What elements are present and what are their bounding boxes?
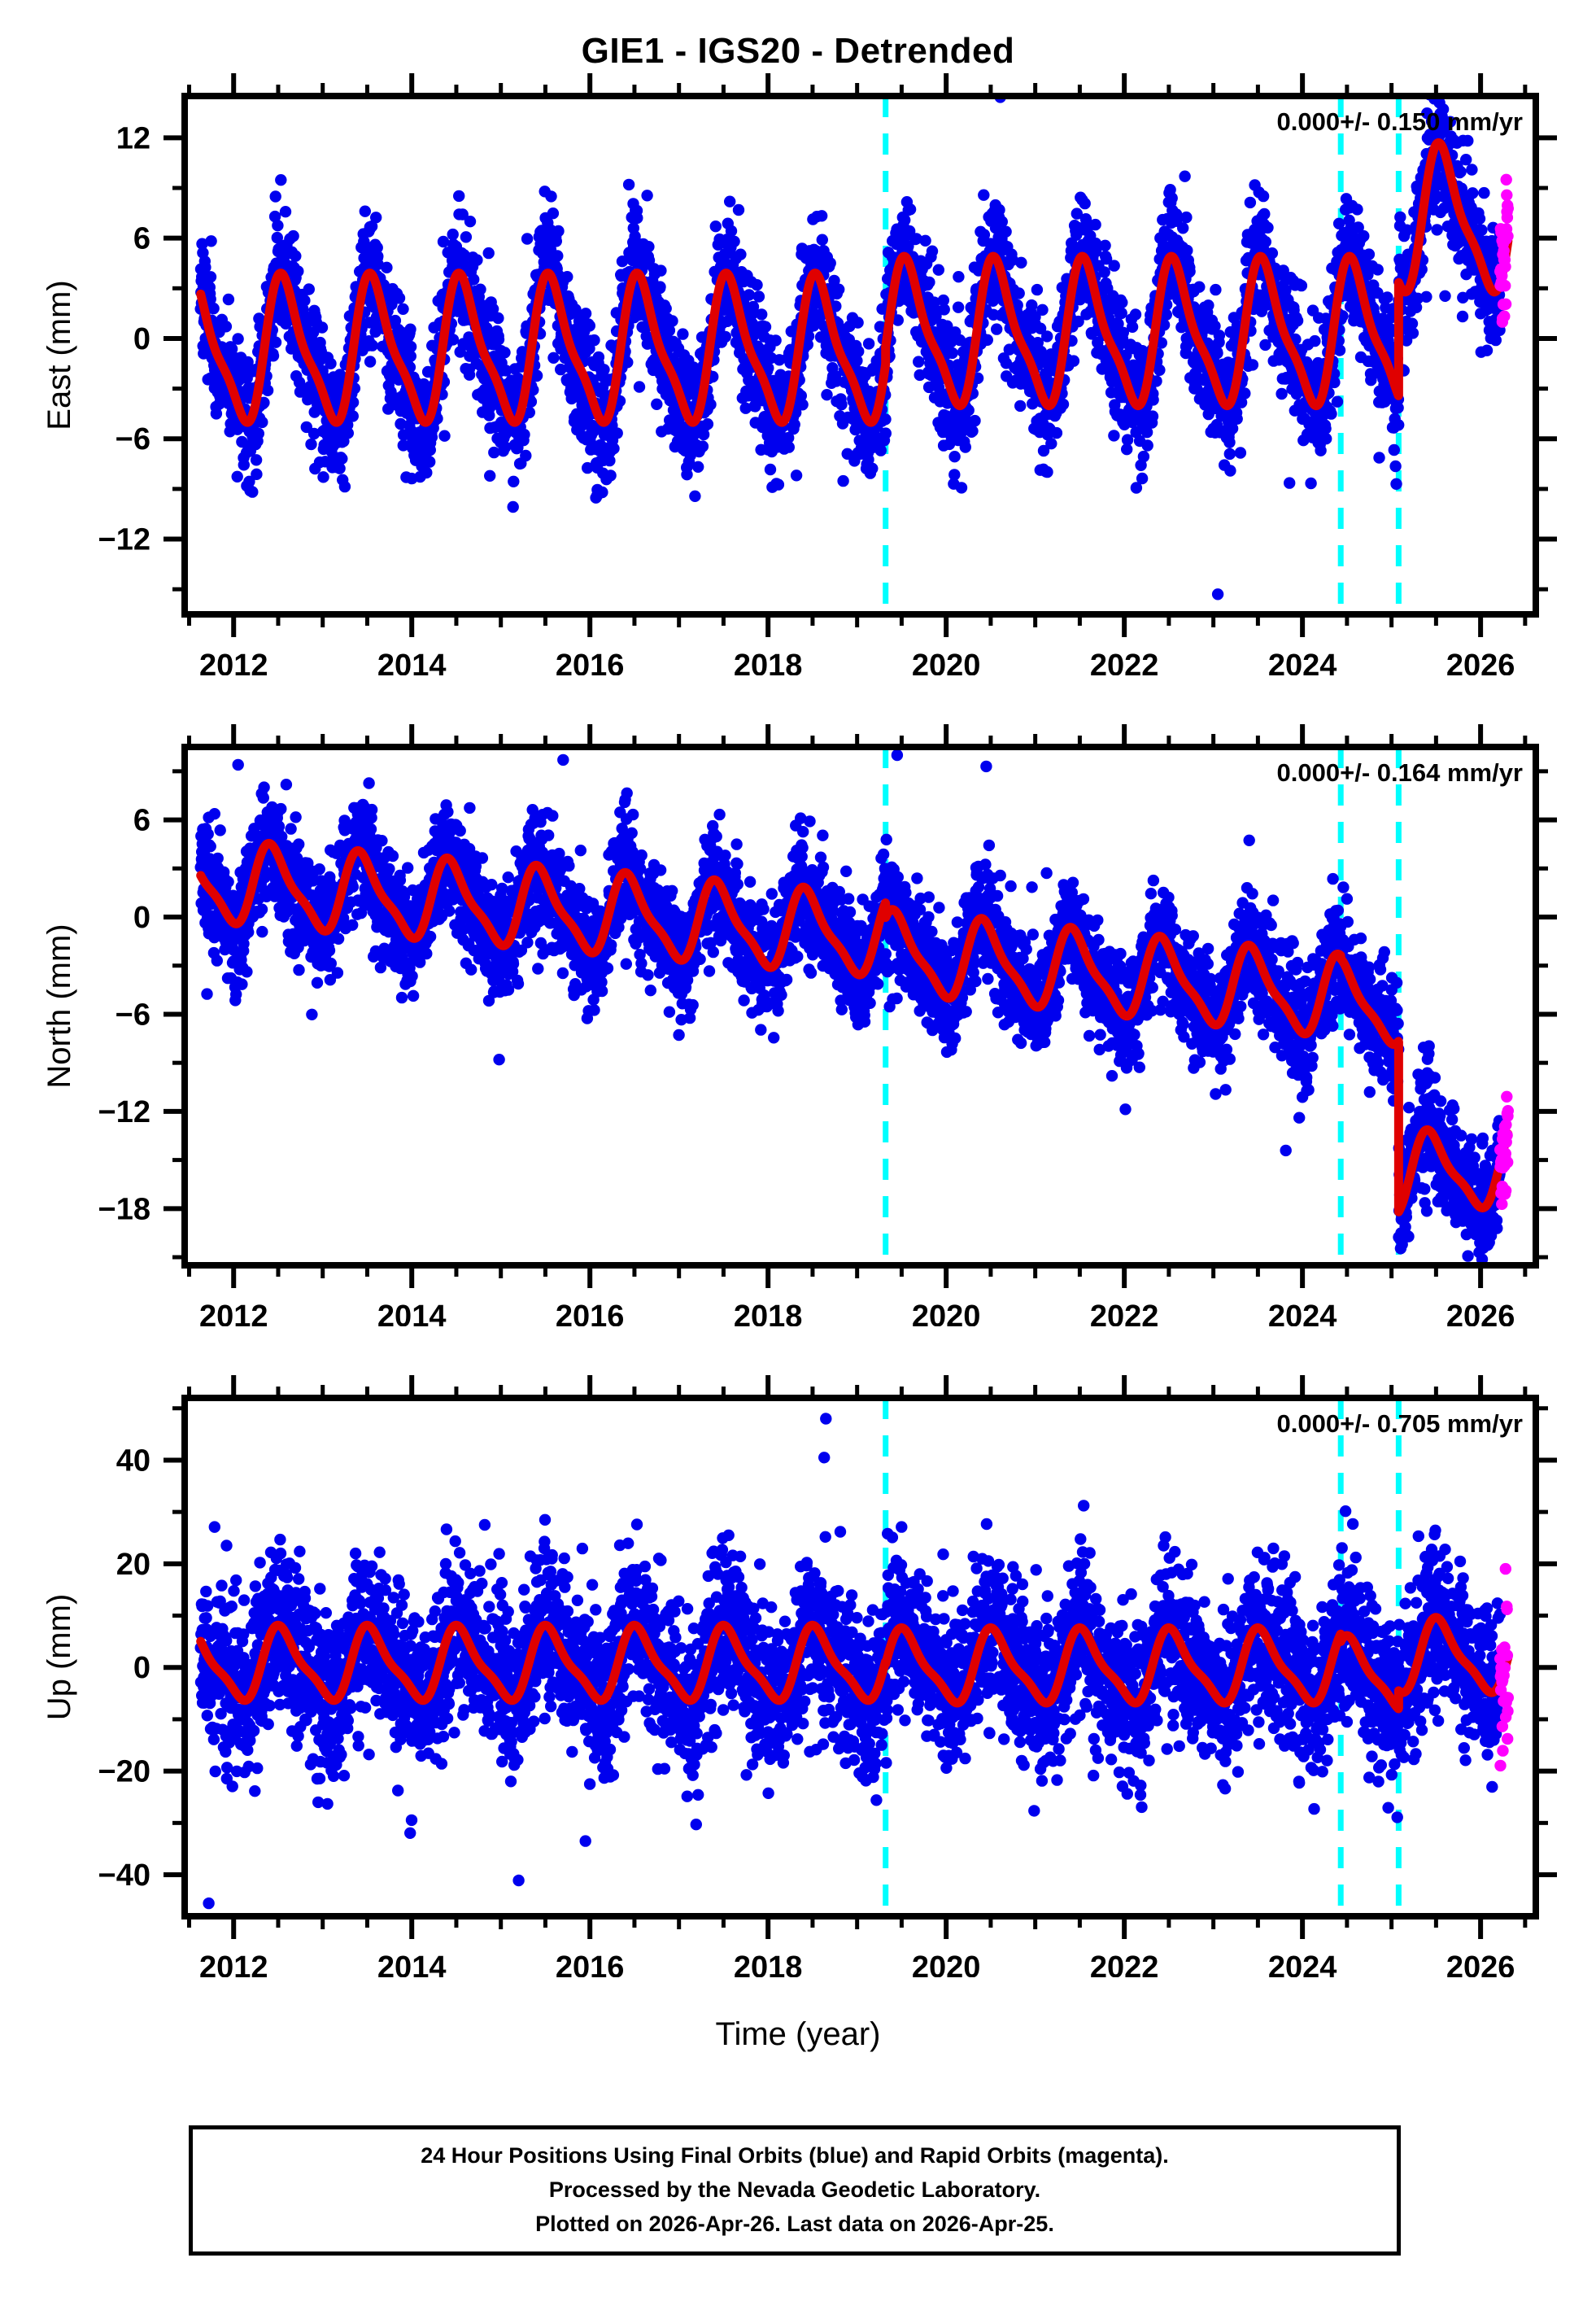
y-axis-label: East (mm) [41, 280, 77, 430]
scatter-rapid-orbits [1494, 1091, 1514, 1210]
x-tick-label: 2014 [377, 1950, 447, 1977]
y-tick-label: 40 [116, 1443, 150, 1478]
y-tick-label: 0 [133, 1651, 150, 1685]
x-tick-label: 2020 [912, 1950, 981, 1977]
x-tick-label: 2022 [1090, 1950, 1159, 1977]
rate-annotation: 0.000+/- 0.705 mm/yr [1277, 1409, 1523, 1438]
x-tick-label: 2024 [1268, 1950, 1337, 1977]
caption-box: 24 Hour Positions Using Final Orbits (bl… [189, 2125, 1401, 2256]
x-axis-label: Time (year) [0, 2016, 1596, 2053]
y-tick-label: −6 [116, 998, 150, 1032]
y-tick-label: −20 [98, 1755, 150, 1789]
scatter-final-orbits [195, 749, 1507, 1288]
rate-annotation: 0.000+/- 0.150 mm/yr [1277, 107, 1523, 136]
y-axis-label: North (mm) [41, 924, 77, 1088]
panel-north: 2012 2014 2016 2018 2020 2022 2024 2026 6 0 −6 −12−… [0, 651, 1596, 1326]
y-tick-label: 20 [116, 1548, 150, 1582]
y-tick-label: 6 [133, 222, 150, 256]
caption-line-3: Plotted on 2026-Apr-26. Last data on 202… [535, 2208, 1054, 2242]
y-tick-label: −40 [98, 1858, 150, 1893]
y-tick-label: 0 [133, 901, 150, 935]
y-axis-tick-labels: 12 6 0 −6 −12 [98, 121, 150, 557]
x-tick-label: 2018 [734, 1950, 803, 1977]
y-tick-label: 0 [133, 322, 150, 356]
x-tick-label: 2026 [1446, 1950, 1515, 1977]
y-tick-label: 6 [133, 804, 150, 838]
y-tick-label: −12 [98, 1095, 150, 1129]
y-axis-tick-labels: 40 20 0 −20 −40 [98, 1443, 150, 1893]
y-tick-label: −6 [116, 422, 150, 456]
y-tick-label: −18 [98, 1192, 150, 1226]
x-tick-label: 2016 [556, 1950, 625, 1977]
x-tick-label: 2012 [199, 1950, 268, 1977]
x-axis-tick-labels: 2012 2014 2016 2018 2020 2022 2024 2026 [199, 1950, 1515, 1977]
rate-annotation: 0.000+/- 0.164 mm/yr [1277, 758, 1523, 787]
caption-line-2: Processed by the Nevada Geodetic Laborat… [549, 2173, 1040, 2208]
y-axis-label: Up (mm) [41, 1594, 77, 1721]
panel-up: 2012 2014 2016 2018 2020 2022 2024 2026 40 20 0 −20… [0, 1302, 1596, 2018]
caption-line-1: 24 Hour Positions Using Final Orbits (bl… [421, 2139, 1169, 2173]
panel-east: 2012 2014 2016 2018 2020 2022 2024 2026 12 6 0 −6 −1… [0, 0, 1596, 675]
y-tick-label: 12 [116, 121, 150, 155]
y-axis-tick-labels: 6 0 −6 −12 −18 [98, 804, 150, 1227]
y-tick-label: −12 [98, 523, 150, 557]
